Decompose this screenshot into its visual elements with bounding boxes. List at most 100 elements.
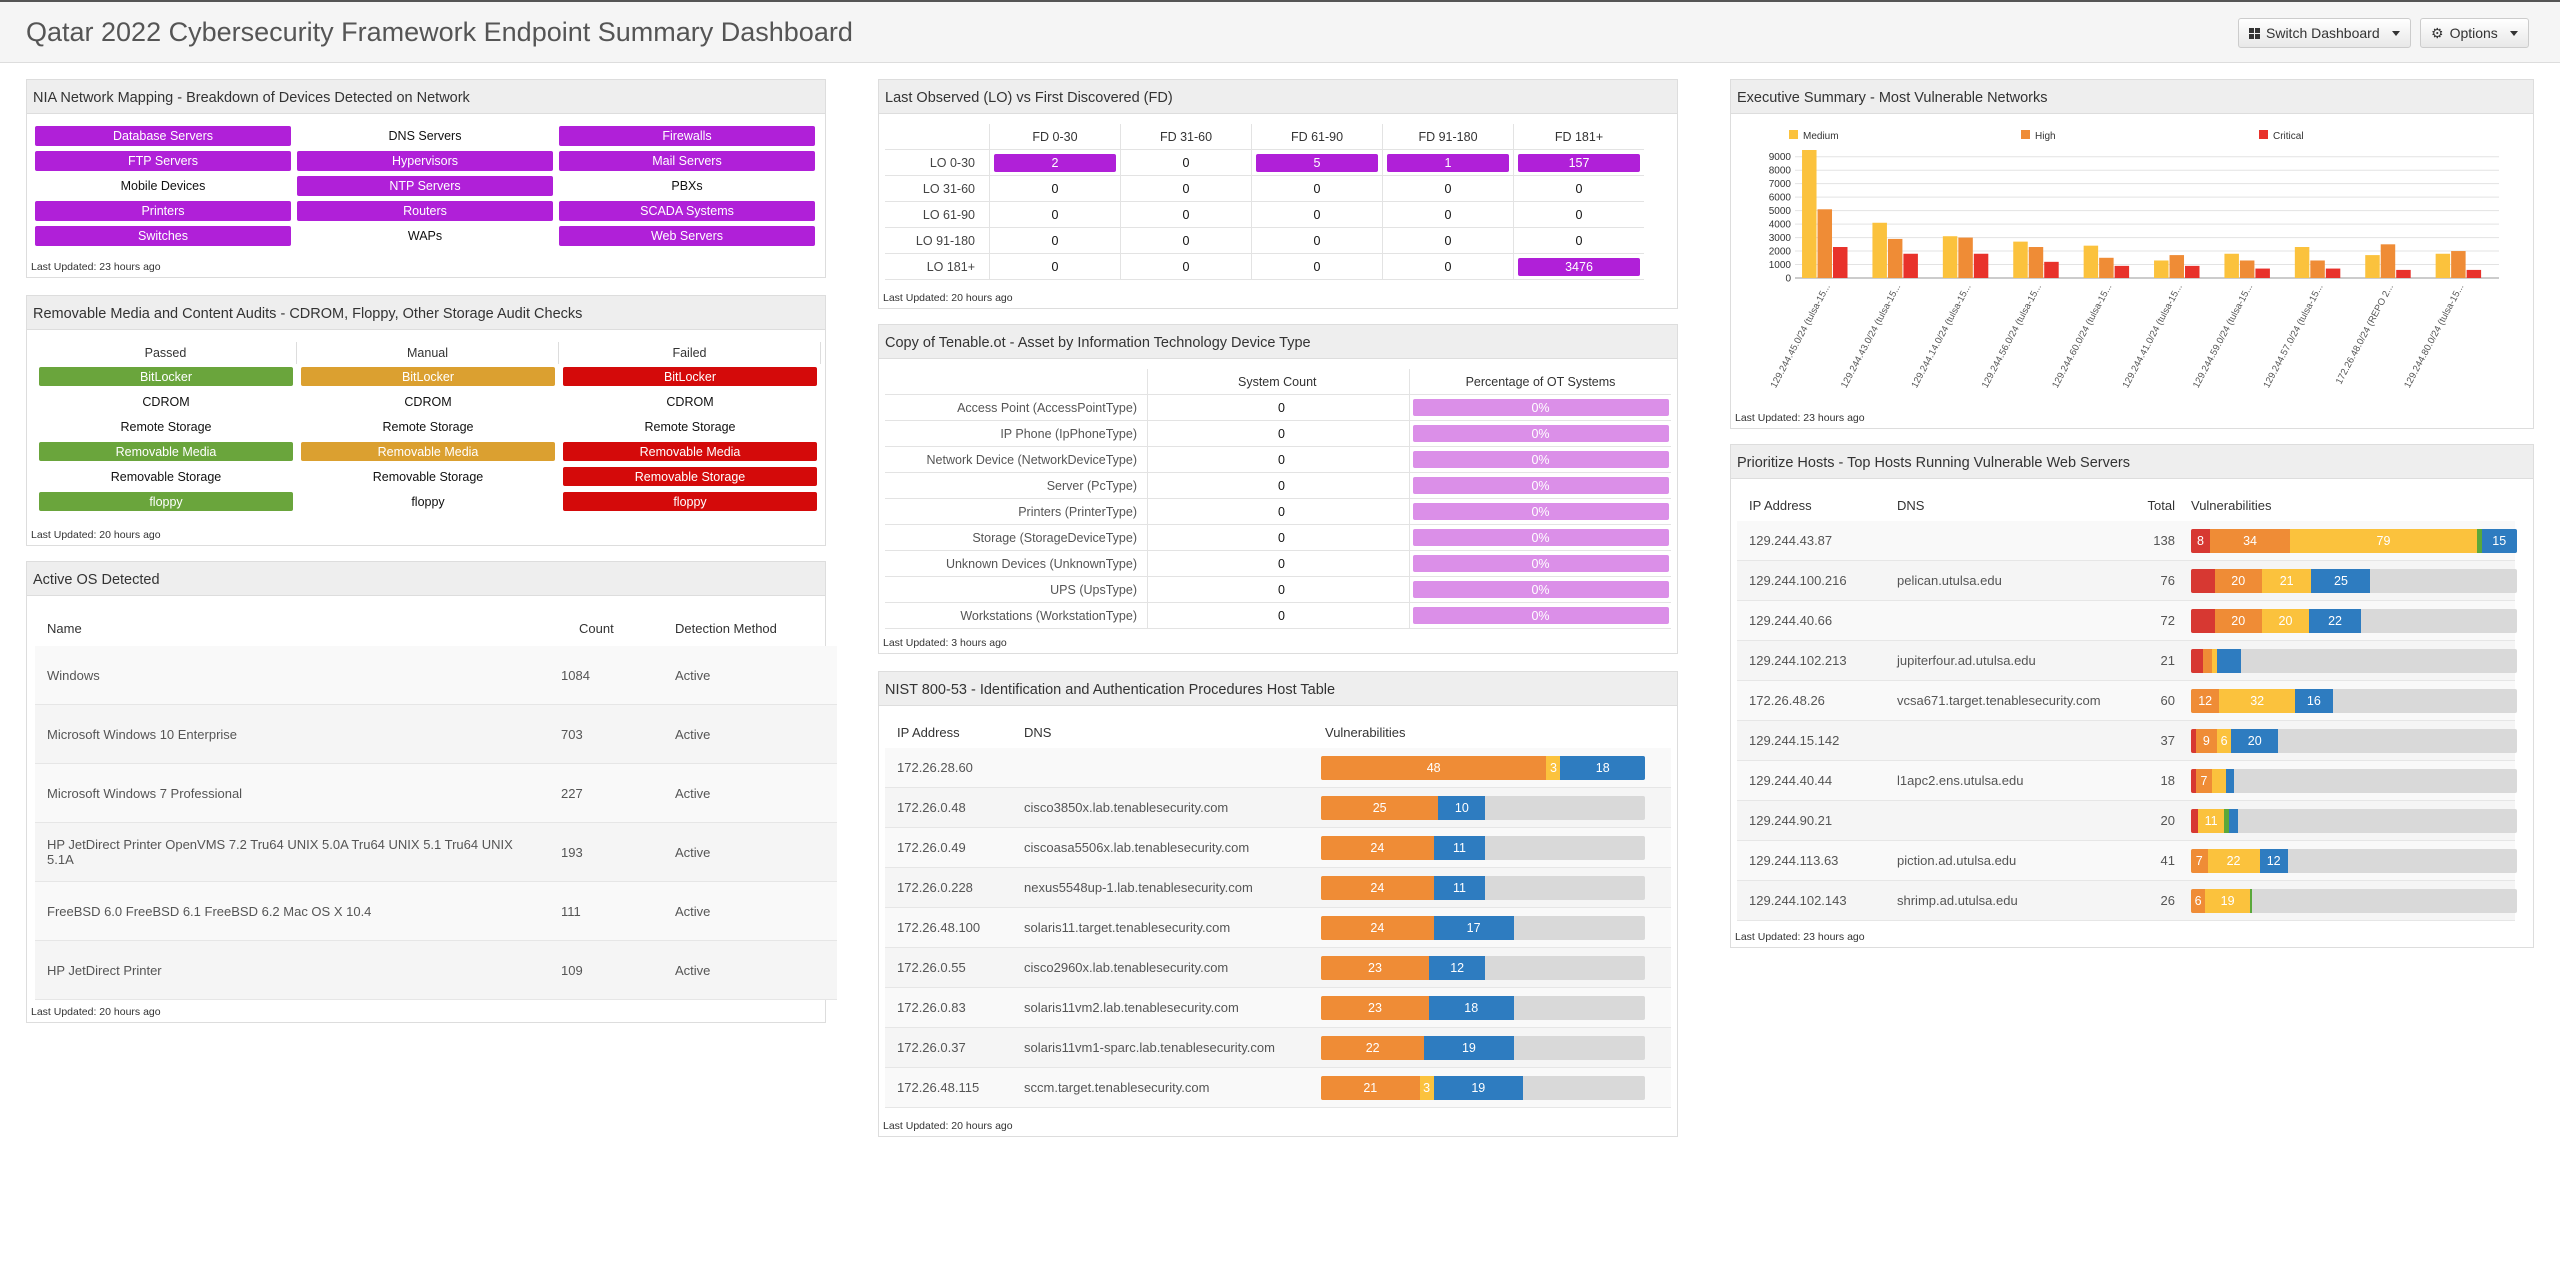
vulnerability-bar[interactable]: 20 21 25 [2191, 568, 2517, 593]
device-category-cell[interactable]: Routers [297, 201, 553, 221]
matrix-cell[interactable]: 0 [1513, 227, 1644, 254]
device-category-cell[interactable]: Printers [35, 201, 291, 221]
table-row[interactable]: Storage (StorageDeviceType) 0 0% [885, 524, 1671, 551]
vulnerability-bar[interactable]: 6 19 [2191, 888, 2517, 913]
vulnerability-bar[interactable]: 12 32 16 [2191, 688, 2517, 713]
vulnerability-bar[interactable]: 11 [2191, 808, 2517, 833]
audit-cell[interactable]: floppy [563, 492, 817, 511]
table-row[interactable]: HP JetDirect Printer 109 Active [35, 941, 837, 1000]
device-category-cell[interactable]: SCADA Systems [559, 201, 815, 221]
audit-cell[interactable]: Remote Storage [644, 419, 736, 434]
table-row[interactable]: IP Phone (IpPhoneType) 0 0% [885, 420, 1671, 447]
table-row[interactable]: Unknown Devices (UnknownType) 0 0% [885, 550, 1671, 577]
column-header-vulnerabilities[interactable]: Vulnerabilities [2191, 497, 2272, 513]
matrix-cell[interactable]: 0 [989, 201, 1120, 228]
column-header-dns[interactable]: DNS [1024, 724, 1052, 740]
device-category-cell[interactable]: Firewalls [559, 126, 815, 146]
table-row[interactable]: 172.26.0.49 ciscoasa5506x.lab.tenablesecu… [885, 828, 1671, 868]
table-row[interactable]: 172.26.0.55 cisco2960x.lab.tenablesecurit… [885, 948, 1671, 988]
table-row[interactable]: 129.244.100.216 pelican.utulsa.edu 76 20 21 2… [1737, 561, 2517, 601]
vulnerability-bar[interactable]: 23 18 [1321, 995, 1645, 1020]
table-row[interactable]: 172.26.48.115 sccm.target.tenablesecurity… [885, 1068, 1671, 1108]
matrix-cell[interactable]: 5 [1251, 149, 1382, 176]
matrix-cell[interactable]: 0 [1120, 201, 1251, 228]
column-header-count[interactable]: Count [579, 620, 614, 636]
table-row[interactable]: 129.244.40.66 72 20 20 22 [1737, 601, 2517, 641]
audit-cell[interactable]: Removable Media [39, 442, 293, 461]
audit-cell[interactable]: Removable Storage [563, 467, 817, 486]
vulnerability-bar[interactable]: 24 11 [1321, 835, 1645, 860]
table-row[interactable]: 172.26.0.83 solaris11vm2.lab.tenablesecur… [885, 988, 1671, 1028]
matrix-cell[interactable]: 0 [1382, 175, 1513, 202]
column-header-total[interactable]: Total [2147, 497, 2175, 513]
vulnerability-bar[interactable]: 8 34 79 15 [2191, 528, 2517, 553]
device-category-cell[interactable]: DNS Servers [388, 129, 462, 143]
table-row[interactable]: 172.26.0.37 solaris11vm1-sparc.lab.tenabl… [885, 1028, 1671, 1068]
matrix-cell[interactable]: 0 [989, 175, 1120, 202]
vulnerability-bar[interactable]: 7 22 12 [2191, 848, 2517, 873]
vulnerability-bar[interactable]: 20 20 22 [2191, 608, 2517, 633]
audit-cell[interactable]: BitLocker [39, 367, 293, 386]
audit-cell[interactable]: Remote Storage [120, 419, 212, 434]
matrix-cell[interactable]: 0 [1513, 201, 1644, 228]
audit-cell[interactable]: floppy [411, 494, 445, 509]
matrix-cell[interactable]: 0 [1382, 253, 1513, 280]
vulnerability-bar[interactable]: 48 3 18 [1321, 755, 1645, 780]
table-row[interactable]: 129.244.40.44 l1apc2.ens.utulsa.edu 18 7 [1737, 761, 2517, 801]
audit-cell[interactable]: floppy [39, 492, 293, 511]
device-category-cell[interactable]: PBXs [671, 179, 703, 193]
table-row[interactable]: 172.26.0.228 nexus5548up-1.lab.tenablesec… [885, 868, 1671, 908]
column-header-dns[interactable]: DNS [1897, 497, 1925, 513]
table-row[interactable]: HP JetDirect Printer OpenVMS 7.2 Tru64 U… [35, 823, 837, 882]
table-row[interactable]: 129.244.90.21 20 11 [1737, 801, 2517, 841]
vulnerability-bar[interactable]: 25 10 [1321, 795, 1645, 820]
table-row[interactable]: Printers (PrinterType) 0 0% [885, 498, 1671, 525]
audit-cell[interactable]: Remote Storage [382, 419, 474, 434]
vulnerability-bar[interactable]: 23 12 [1321, 955, 1645, 980]
device-category-cell[interactable]: Mail Servers [559, 151, 815, 171]
device-category-cell[interactable]: FTP Servers [35, 151, 291, 171]
audit-cell[interactable]: Removable Storage [110, 469, 222, 484]
matrix-cell[interactable]: 0 [989, 253, 1120, 280]
device-category-cell[interactable]: WAPs [407, 229, 443, 243]
table-row[interactable]: 129.244.15.142 37 9 6 20 [1737, 721, 2517, 761]
vulnerability-bar[interactable]: 7 [2191, 768, 2517, 793]
vulnerability-bar[interactable] [2191, 648, 2517, 673]
audit-cell[interactable]: CDROM [142, 394, 190, 409]
vulnerability-bar[interactable]: 24 11 [1321, 875, 1645, 900]
device-category-cell[interactable]: Switches [35, 226, 291, 246]
audit-cell[interactable]: Removable Media [301, 442, 555, 461]
audit-cell[interactable]: Removable Media [563, 442, 817, 461]
column-header-ip[interactable]: IP Address [897, 724, 960, 740]
column-header-ip[interactable]: IP Address [1749, 497, 1812, 513]
matrix-cell[interactable]: 0 [1382, 227, 1513, 254]
matrix-cell[interactable]: 1 [1382, 149, 1513, 176]
device-category-cell[interactable]: Web Servers [559, 226, 815, 246]
device-category-cell[interactable]: Database Servers [35, 126, 291, 146]
audit-cell[interactable]: BitLocker [563, 367, 817, 386]
audit-cell[interactable]: CDROM [666, 394, 714, 409]
table-row[interactable]: 129.244.43.87 138 8 34 79 15 [1737, 521, 2517, 561]
table-row[interactable]: 129.244.102.213 jupiterfour.ad.utulsa.edu… [1737, 641, 2517, 681]
vulnerability-bar[interactable]: 9 6 20 [2191, 728, 2517, 753]
audit-cell[interactable]: CDROM [404, 394, 452, 409]
audit-cell[interactable]: BitLocker [301, 367, 555, 386]
switch-dashboard-button[interactable]: Switch Dashboard [2238, 18, 2411, 48]
table-row[interactable]: 172.26.48.26 vcsa671.target.tenablesecuri… [1737, 681, 2517, 721]
table-row[interactable]: Server (PcType) 0 0% [885, 472, 1671, 499]
matrix-cell[interactable]: 0 [1120, 253, 1251, 280]
column-header-method[interactable]: Detection Method [675, 620, 777, 636]
device-category-cell[interactable]: NTP Servers [297, 176, 553, 196]
table-row[interactable]: Microsoft Windows 7 Professional 227 Activ… [35, 764, 837, 823]
matrix-cell[interactable]: 157 [1513, 149, 1644, 176]
matrix-cell[interactable]: 0 [1251, 227, 1382, 254]
vulnerability-bar[interactable]: 21 3 19 [1321, 1075, 1645, 1100]
table-row[interactable]: Workstations (WorkstationType) 0 0% [885, 602, 1671, 629]
matrix-cell[interactable]: 0 [1513, 175, 1644, 202]
device-category-cell[interactable]: Hypervisors [297, 151, 553, 171]
vulnerability-bar[interactable]: 22 19 [1321, 1035, 1645, 1060]
matrix-cell[interactable]: 0 [1251, 175, 1382, 202]
table-row[interactable]: 129.244.113.63 piction.ad.utulsa.edu 41 7 22… [1737, 841, 2517, 881]
matrix-cell[interactable]: 0 [1251, 201, 1382, 228]
table-row[interactable]: 129.244.102.143 shrimp.ad.utulsa.edu 26 6 19 [1737, 881, 2517, 921]
